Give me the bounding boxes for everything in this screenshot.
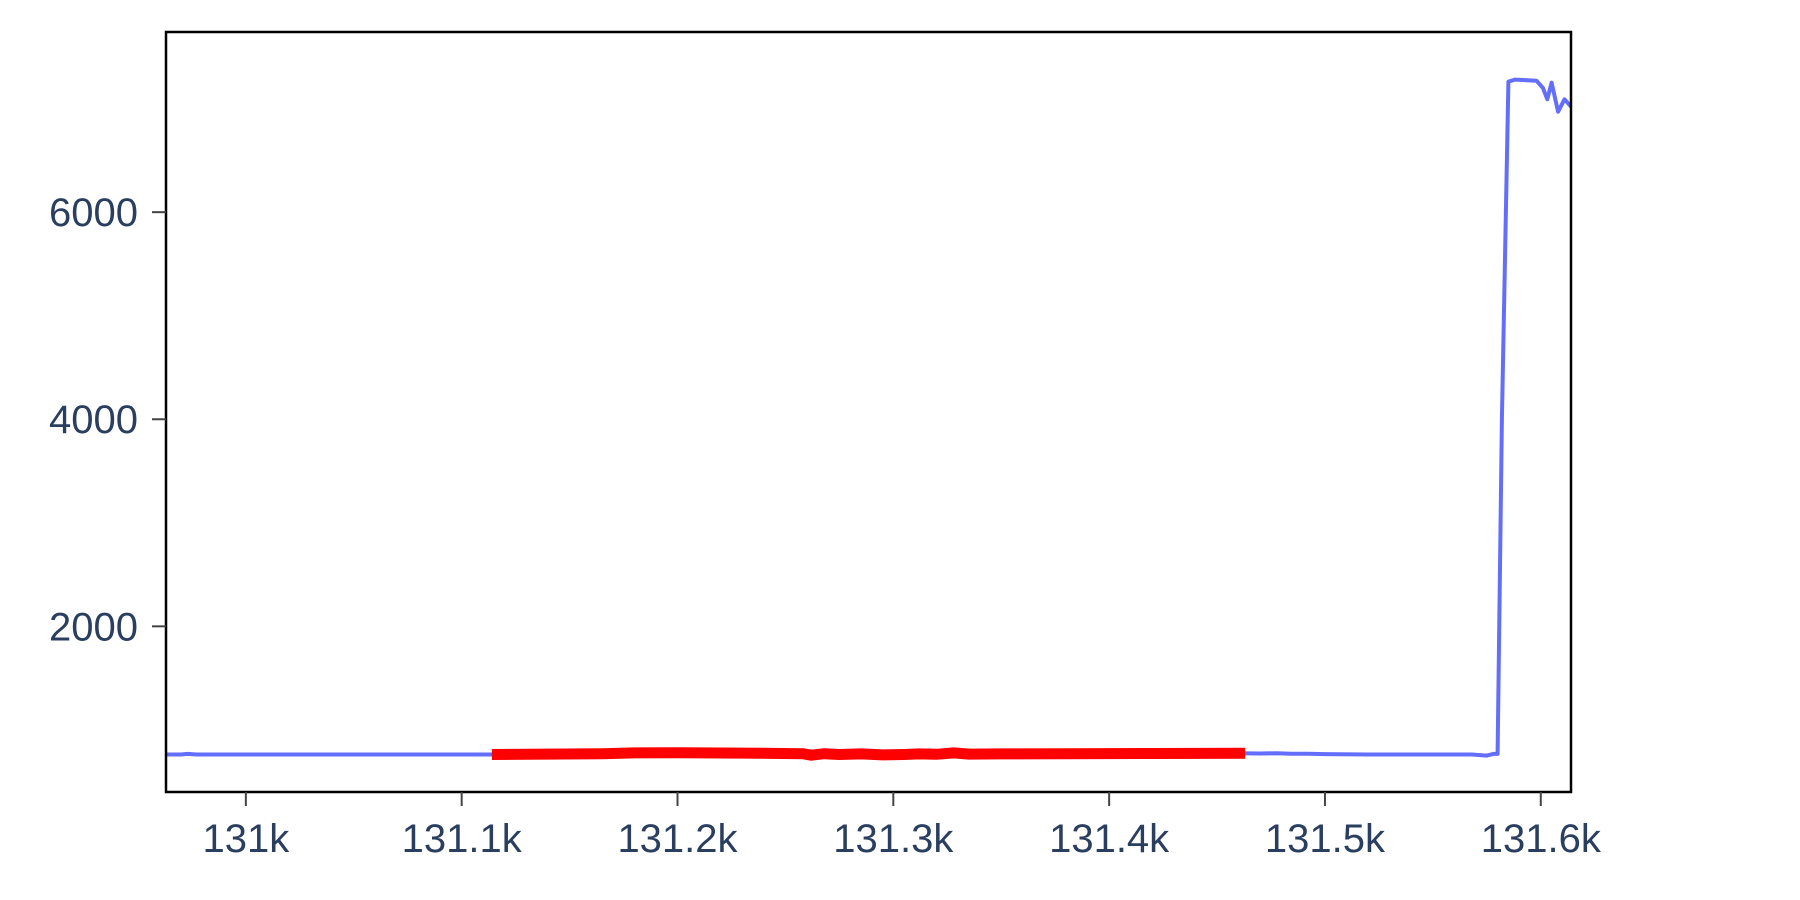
series-line-2	[491, 747, 1246, 761]
x-tick-label: 131.1k	[402, 817, 523, 861]
x-tick-label: 131.3k	[833, 817, 954, 861]
series-layer	[166, 77, 1573, 761]
y-tick-label: 2000	[49, 605, 138, 649]
x-tick-label: 131.6k	[1481, 817, 1602, 861]
y-tick-label: 6000	[49, 191, 138, 235]
x-tick-label: 131.5k	[1265, 817, 1386, 861]
plot-area	[166, 32, 1571, 792]
y-axis: 2000 4000 6000	[49, 191, 166, 649]
x-tick-label: 131.4k	[1049, 817, 1170, 861]
x-tick-label: 131k	[202, 817, 290, 861]
x-axis: 131k 131.1k 131.2k 131.3k 131.4k 131.5k 131.6k	[202, 792, 1602, 861]
plot-frame	[164, 30, 1573, 794]
y-tick-label: 4000	[49, 398, 138, 442]
x-tick-label: 131.2k	[617, 817, 738, 861]
